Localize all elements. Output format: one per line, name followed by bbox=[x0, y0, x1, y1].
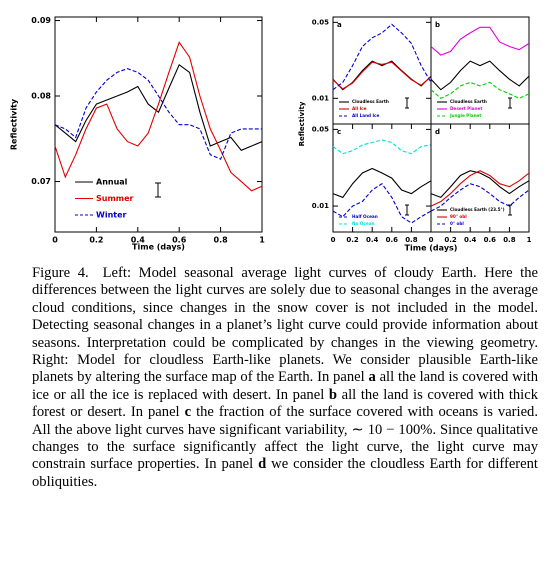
series-line bbox=[332, 167, 432, 199]
legend-label: Jungle Planet bbox=[449, 113, 481, 118]
x-tick-label: 0.8 bbox=[405, 236, 418, 244]
x-tick-label: 0.4 bbox=[131, 236, 146, 245]
x-tick-label: 0.4 bbox=[464, 236, 477, 244]
series-line bbox=[332, 182, 432, 224]
x-tick-label: 1 bbox=[527, 236, 532, 244]
figure-label: Figure 4. bbox=[32, 265, 89, 281]
caption: Figure 4. Left: Model seasonal average li… bbox=[32, 265, 538, 491]
x-tick-label: 0.8 bbox=[503, 236, 516, 244]
legend-label: Desert Planet bbox=[450, 106, 482, 111]
legend-label: 90° obl bbox=[450, 214, 467, 219]
y-tick-label: 0.08 bbox=[31, 92, 51, 101]
legend-label: Cloudless Earth bbox=[450, 99, 487, 104]
series-line bbox=[54, 63, 263, 151]
y-axis-label: Reflectivity bbox=[298, 101, 306, 146]
legend-label: Summer bbox=[96, 194, 134, 203]
series-line bbox=[430, 60, 530, 91]
caption-text: the fraction of the surface covered with… bbox=[32, 404, 539, 473]
series-line bbox=[332, 61, 432, 90]
caption-text: all the land is covered with ice or all … bbox=[32, 369, 539, 403]
series-line bbox=[430, 170, 530, 199]
caption-text: d bbox=[258, 456, 267, 473]
legend-label: No Ocean bbox=[352, 221, 375, 226]
caption-text: b bbox=[328, 386, 337, 403]
x-tick-label: 0 bbox=[52, 236, 58, 245]
legend-label: Cloudless Earth (23.5°) bbox=[450, 207, 505, 212]
x-tick-label: 0.6 bbox=[172, 236, 187, 245]
x-tick-label: 0.2 bbox=[346, 236, 359, 244]
y-tick-label: 0.05 bbox=[312, 18, 329, 26]
figure: 0.07 0.08 0.09 0 0.2 0.4 0.6 0.8 1 Annual Summer Wi… bbox=[10, 16, 532, 253]
legend-label: Half Ocean bbox=[352, 214, 378, 219]
y-tick-label: 0.01 bbox=[312, 94, 329, 102]
x-tick-label: 0.8 bbox=[214, 236, 229, 245]
legend-label: Cloudless Earth bbox=[352, 99, 389, 104]
caption-text: Left: Model seasonal average light curve… bbox=[32, 265, 538, 386]
y-tick-label: 0.07 bbox=[31, 177, 51, 186]
legend-label: 0° obl bbox=[450, 221, 464, 226]
x-tick-label: 1 bbox=[259, 236, 265, 245]
y-tick-label: 0.09 bbox=[31, 16, 51, 25]
series-line bbox=[430, 26, 530, 56]
caption-text: we consider the cloudless Earth for diff… bbox=[32, 456, 538, 490]
x-tick-label: 0 bbox=[331, 236, 336, 244]
x-tick-label: 0.6 bbox=[484, 236, 497, 244]
series-line bbox=[54, 68, 262, 160]
caption-text: all the land is covered with thick fores… bbox=[32, 386, 538, 421]
panel-label: c bbox=[337, 128, 341, 136]
series-line bbox=[332, 23, 432, 91]
y-tick-label: 0.05 bbox=[312, 125, 329, 133]
x-tick-label: 0.4 bbox=[366, 236, 379, 244]
panel-label: a bbox=[337, 21, 342, 29]
x-axis-label: Time (days) bbox=[405, 244, 458, 253]
x-tick-label: 0.2 bbox=[444, 236, 457, 244]
y-axis-label: Reflectivity bbox=[10, 98, 19, 150]
series-line bbox=[332, 139, 432, 155]
caption-text: c bbox=[184, 404, 192, 421]
x-tick-label: 0.2 bbox=[89, 236, 103, 245]
legend-label: All Ice bbox=[352, 106, 367, 111]
panel-label: d bbox=[435, 128, 440, 136]
plot-frame bbox=[430, 123, 530, 233]
legend-label: Winter bbox=[96, 211, 127, 220]
error-bars bbox=[155, 97, 512, 216]
x-tick-label: 0 bbox=[429, 236, 434, 244]
plot-frame bbox=[54, 16, 263, 233]
x-axis-label: Time (days) bbox=[132, 243, 185, 252]
series-line bbox=[430, 183, 530, 212]
series-line bbox=[430, 81, 530, 99]
panel-label: b bbox=[435, 21, 440, 29]
legend-label: All Land Ice bbox=[352, 113, 380, 118]
plot-frame bbox=[332, 16, 432, 125]
series-line bbox=[430, 170, 530, 207]
x-tick-label: 0.6 bbox=[386, 236, 399, 244]
y-tick-label: 0.01 bbox=[312, 202, 329, 210]
legend-label: Annual bbox=[96, 178, 128, 187]
series-line bbox=[54, 41, 263, 192]
caption-text: a bbox=[368, 369, 376, 386]
